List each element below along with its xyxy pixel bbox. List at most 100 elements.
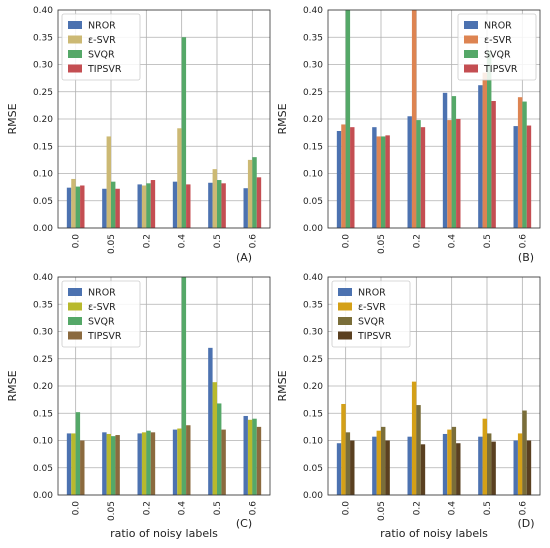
x-tick-label: 0.05 xyxy=(107,234,117,254)
bar-0-6-series-1 xyxy=(517,433,523,495)
bar-0-2-series-2 xyxy=(146,430,151,495)
bar-0-0-series-1 xyxy=(71,433,76,495)
bar-0-5-series-2 xyxy=(217,180,222,228)
bar-0-6-series-1 xyxy=(517,97,523,228)
bar-0-0-series-2 xyxy=(75,412,81,495)
x-tick-label: 0.2 xyxy=(142,501,152,515)
bar-0-05-series-2 xyxy=(111,436,116,495)
legend: NROR ε-SVR SVQR TIPSVR xyxy=(61,13,141,81)
bar-0-4-series-1 xyxy=(177,128,182,228)
legend-entry: SVQR xyxy=(88,317,115,328)
bar-0-05-series-2 xyxy=(111,181,116,228)
bar-0-6-series-2 xyxy=(252,418,257,495)
bar-0-5-series-2 xyxy=(487,433,492,495)
bar-0-05-series-3 xyxy=(385,440,390,495)
x-tick-label: 0.4 xyxy=(448,234,458,249)
bar-0-05-series-1 xyxy=(106,136,111,228)
bar-0-5-series-0 xyxy=(208,347,213,495)
bar-0-05-series-2 xyxy=(381,136,386,228)
bar-0-0-series-2 xyxy=(75,186,81,228)
bar-0-2-series-1 xyxy=(411,381,417,495)
chart-panel-a: 0.00 0.05 0.10 0.15 0.20 0.25 0.30 0.35 0.40 0.0 0… xyxy=(6,6,271,264)
plot-frame xyxy=(57,276,271,496)
x-tick-label: 0.2 xyxy=(412,234,422,248)
bar-0-4-series-2 xyxy=(181,37,187,228)
panel-label: (D) xyxy=(517,517,534,530)
legend-entry: NROR xyxy=(358,288,386,299)
bar-0-4-series-0 xyxy=(442,433,448,495)
bar-0-6-series-2 xyxy=(522,410,527,495)
bar-0-4-series-2 xyxy=(181,277,187,495)
bar-0-6-series-3 xyxy=(256,177,262,228)
y-tick-label: 0.00 xyxy=(303,224,323,234)
y-tick-label: 0.30 xyxy=(303,328,323,338)
bar-0-4-series-0 xyxy=(172,181,178,228)
bar-0-0-series-3 xyxy=(350,127,355,228)
bar-0-6-series-2 xyxy=(252,157,257,228)
bar-0-4-series-3 xyxy=(186,425,191,495)
x-tick-label: 0.05 xyxy=(377,501,387,521)
y-tick-label: 0.00 xyxy=(33,224,53,234)
bar-0-2-series-3 xyxy=(150,180,156,228)
y-tick-label: 0.15 xyxy=(303,142,323,152)
bar-0-2-series-2 xyxy=(416,120,421,228)
bar-0-0-series-3 xyxy=(80,185,85,228)
bar-0-6-series-1 xyxy=(247,419,253,495)
y-tick-label: 0.10 xyxy=(33,437,53,447)
bar-0-6-series-3 xyxy=(256,426,262,495)
legend-swatch xyxy=(68,64,82,73)
legend-swatch xyxy=(338,317,352,325)
bar-0-5-series-0 xyxy=(478,436,483,495)
legend-swatch xyxy=(464,64,478,73)
y-tick-label: 0.00 xyxy=(33,491,53,501)
y-tick-label: 0.30 xyxy=(303,61,323,71)
legend-entry: ε-SVR xyxy=(88,302,116,313)
legend-entry: ε-SVR xyxy=(484,35,512,46)
bar-0-4-series-2 xyxy=(451,96,457,228)
legend-box xyxy=(331,280,411,348)
bar-0-4-series-3 xyxy=(456,119,461,228)
x-tick-label: 0.2 xyxy=(142,234,152,248)
y-axis-label: RMSE xyxy=(276,103,289,134)
panel-label: (B) xyxy=(518,251,534,264)
legend-swatch xyxy=(68,288,82,296)
bar-0-4-series-3 xyxy=(456,443,461,495)
y-tick-label: 0.10 xyxy=(303,437,323,447)
legend-swatch xyxy=(338,331,352,340)
legend-entry: ε-SVR xyxy=(88,35,116,46)
x-tick-label: 0.4 xyxy=(178,501,188,516)
y-tick-label: 0.40 xyxy=(303,273,323,283)
bar-0-6-series-0 xyxy=(513,440,518,495)
y-tick-label: 0.05 xyxy=(303,464,323,474)
y-tick-label: 0.20 xyxy=(33,115,53,125)
bar-0-5-series-1 xyxy=(482,418,487,495)
bar-0-5-series-1 xyxy=(212,382,217,495)
plot-frame xyxy=(57,9,271,229)
bar-0-2-series-3 xyxy=(420,127,426,228)
bar-0-05-series-0 xyxy=(372,127,377,228)
bar-0-6-series-2 xyxy=(522,101,527,228)
y-tick-label: 0.10 xyxy=(303,170,323,180)
legend-entry: TIPSVR xyxy=(483,64,518,75)
bar-0-0-series-0 xyxy=(336,130,342,228)
x-tick-label: 0.0 xyxy=(72,234,82,249)
bar-0-6-series-3 xyxy=(526,125,532,228)
legend-box xyxy=(61,280,141,348)
x-tick-label: 0.4 xyxy=(448,501,458,516)
bar-0-05-series-3 xyxy=(115,435,120,495)
legend-entry: NROR xyxy=(88,288,116,299)
x-axis-label: ratio of noisy labels xyxy=(380,527,488,540)
legend-entry: NROR xyxy=(484,21,512,32)
y-tick-label: 0.40 xyxy=(303,6,323,16)
y-tick-label: 0.15 xyxy=(303,409,323,419)
y-tick-label: 0.00 xyxy=(303,491,323,501)
y-tick-label: 0.35 xyxy=(33,300,53,310)
legend-box xyxy=(61,13,141,81)
bar-0-4-series-0 xyxy=(172,429,178,495)
y-tick-label: 0.30 xyxy=(33,61,53,71)
legend-swatch xyxy=(338,302,352,311)
bar-0-5-series-1 xyxy=(482,72,487,228)
panel-label: (A) xyxy=(236,251,252,264)
y-tick-label: 0.10 xyxy=(33,170,53,180)
bar-0-4-series-1 xyxy=(177,428,182,495)
